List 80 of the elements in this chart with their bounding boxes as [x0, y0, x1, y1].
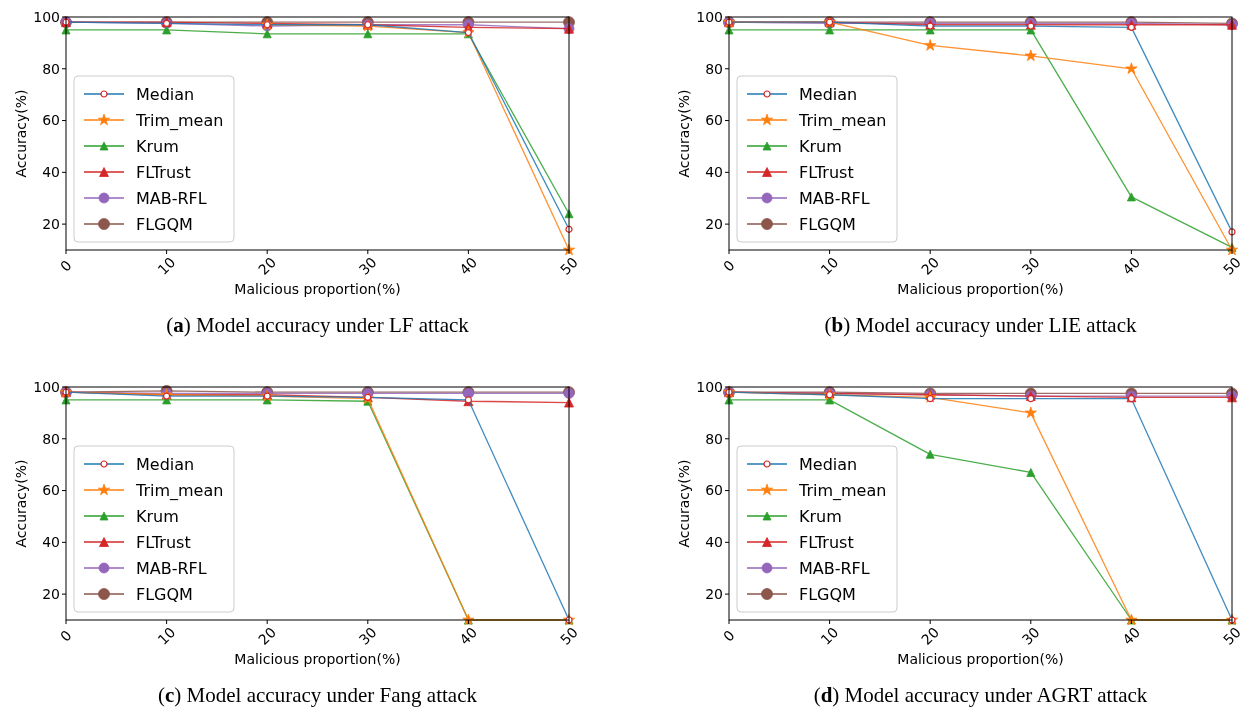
- y-tick-label: 20: [705, 586, 723, 603]
- legend-label: FLGQM: [799, 214, 856, 234]
- x-tick-label: 30: [355, 623, 380, 648]
- y-tick-label: 80: [42, 60, 60, 77]
- x-tick-label: 20: [255, 623, 280, 648]
- y-tick-label: 100: [33, 378, 60, 395]
- legend-label: Median: [799, 84, 858, 104]
- y-tick-label: 60: [42, 482, 60, 499]
- legend-label: FLGQM: [799, 584, 856, 604]
- legend-label: Median: [136, 454, 195, 474]
- y-tick-label: 20: [42, 216, 60, 233]
- legend-label: Trim_mean: [135, 110, 224, 131]
- x-tick-label: 20: [255, 253, 280, 278]
- y-tick-label: 40: [705, 534, 723, 551]
- x-tick-label: 30: [1018, 623, 1043, 648]
- legend-label: Trim_mean: [135, 480, 224, 501]
- y-tick-label: 20: [705, 216, 723, 233]
- x-tick-label: 40: [456, 623, 481, 648]
- x-tick-label: 10: [817, 253, 842, 278]
- legend-label: Krum: [136, 506, 179, 526]
- text: (a) Model accuracy under LF attack: [166, 313, 470, 337]
- x-tick-label: 40: [1119, 623, 1144, 648]
- x-axis-title: Malicious proportion(%): [897, 281, 1064, 297]
- text: (d) Model accuracy under AGRT attack: [813, 683, 1148, 707]
- legend-label: MAB-RFL: [799, 558, 870, 578]
- legend-label: MAB-RFL: [799, 188, 870, 208]
- x-tick-label: 0: [57, 257, 75, 275]
- legend-label: Krum: [799, 136, 842, 156]
- legend-label: Krum: [136, 136, 179, 156]
- x-tick-label: 50: [556, 623, 581, 648]
- x-tick-label: 10: [154, 253, 179, 278]
- x-axis-title: Malicious proportion(%): [234, 651, 401, 667]
- y-tick-label: 100: [696, 378, 723, 395]
- legend-label: FLTrust: [799, 532, 854, 552]
- legend-label: Krum: [799, 506, 842, 526]
- y-tick-label: 60: [705, 112, 723, 129]
- legend-label: FLTrust: [136, 162, 191, 182]
- y-tick-label: 60: [705, 482, 723, 499]
- x-tick-label: 50: [1219, 253, 1242, 278]
- y-axis-title: Accuracy(%): [13, 459, 29, 548]
- y-axis-title: Accuracy(%): [13, 89, 29, 178]
- x-tick-label: 40: [456, 253, 481, 278]
- x-axis-title: Malicious proportion(%): [234, 281, 401, 297]
- x-axis-title: Malicious proportion(%): [897, 651, 1064, 667]
- y-tick-label: 100: [33, 8, 60, 25]
- legend-label: FLGQM: [136, 214, 193, 234]
- legend-label: FLGQM: [136, 584, 193, 604]
- x-tick-label: 30: [355, 253, 380, 278]
- legend-label: Median: [799, 454, 858, 474]
- x-tick-label: 40: [1119, 253, 1144, 278]
- y-tick-label: 60: [42, 112, 60, 129]
- x-tick-label: 0: [57, 627, 75, 645]
- legend-label: Trim_mean: [798, 110, 887, 131]
- text: (c) Model accuracy under Fang attack: [158, 683, 478, 707]
- y-tick-label: 40: [42, 534, 60, 551]
- x-tick-label: 50: [1219, 623, 1242, 648]
- legend-label: MAB-RFL: [136, 558, 207, 578]
- x-tick-label: 50: [556, 253, 581, 278]
- x-tick-label: 20: [918, 623, 943, 648]
- legend-label: FLTrust: [136, 532, 191, 552]
- y-tick-label: 80: [705, 60, 723, 77]
- y-tick-label: 80: [705, 430, 723, 447]
- x-tick-label: 10: [154, 623, 179, 648]
- text: (b) Model accuracy under LIE attack: [824, 313, 1137, 337]
- legend-label: FLTrust: [799, 162, 854, 182]
- y-tick-label: 20: [42, 586, 60, 603]
- y-tick-label: 40: [705, 164, 723, 181]
- legend-label: MAB-RFL: [136, 188, 207, 208]
- legend-label: Trim_mean: [798, 480, 887, 501]
- x-tick-label: 30: [1018, 253, 1043, 278]
- y-axis-title: Accuracy(%): [676, 459, 692, 548]
- y-axis-title: Accuracy(%): [676, 89, 692, 178]
- legend-label: Median: [136, 84, 195, 104]
- x-tick-label: 0: [720, 257, 738, 275]
- x-tick-label: 0: [720, 627, 738, 645]
- y-tick-label: 100: [696, 8, 723, 25]
- x-tick-label: 20: [918, 253, 943, 278]
- y-tick-label: 40: [42, 164, 60, 181]
- x-tick-label: 10: [817, 623, 842, 648]
- y-tick-label: 80: [42, 430, 60, 447]
